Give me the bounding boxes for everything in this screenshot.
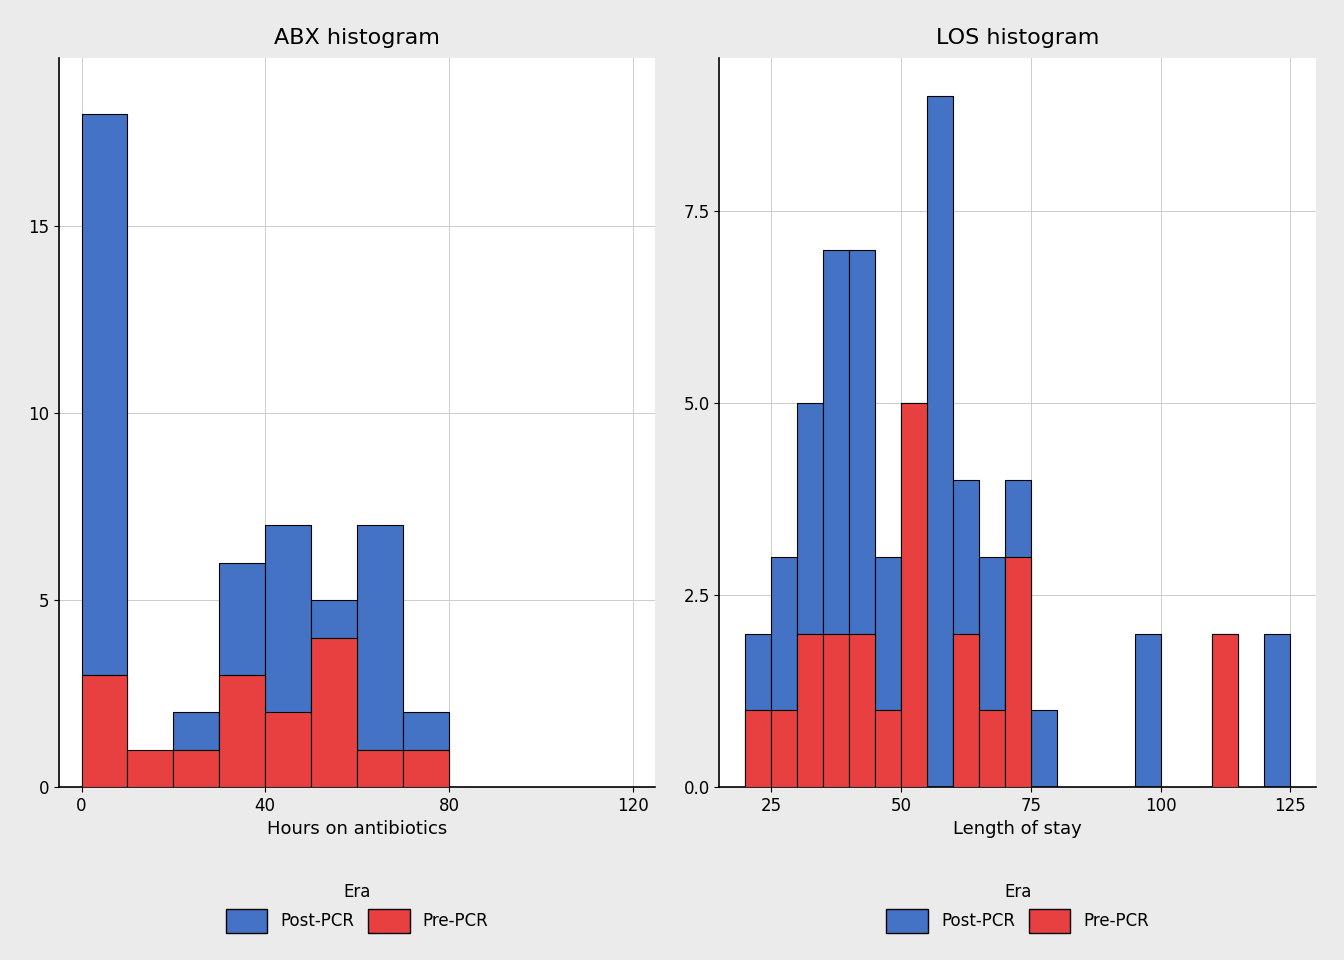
Bar bbox=[771, 557, 797, 787]
Bar bbox=[875, 710, 900, 787]
Bar bbox=[900, 403, 927, 787]
Bar bbox=[82, 675, 128, 787]
Bar bbox=[265, 525, 312, 787]
Bar bbox=[797, 403, 823, 787]
Bar bbox=[265, 712, 312, 787]
Bar bbox=[823, 634, 849, 787]
Bar bbox=[1005, 557, 1031, 787]
Bar bbox=[849, 250, 875, 787]
Bar bbox=[978, 557, 1005, 787]
Bar bbox=[849, 634, 875, 787]
Bar bbox=[1212, 634, 1238, 787]
Bar bbox=[1134, 634, 1160, 787]
Bar bbox=[1212, 634, 1238, 787]
Bar bbox=[746, 710, 771, 787]
X-axis label: Hours on antibiotics: Hours on antibiotics bbox=[267, 821, 448, 838]
Bar bbox=[219, 675, 265, 787]
Bar bbox=[403, 712, 449, 787]
Bar bbox=[358, 750, 403, 787]
Bar bbox=[953, 480, 978, 787]
Bar bbox=[358, 525, 403, 787]
Bar bbox=[1031, 710, 1056, 787]
Bar bbox=[875, 557, 900, 787]
X-axis label: Length of stay: Length of stay bbox=[953, 821, 1082, 838]
Title: LOS histogram: LOS histogram bbox=[937, 28, 1099, 48]
Bar bbox=[823, 250, 849, 787]
Bar bbox=[128, 750, 173, 787]
Bar bbox=[219, 563, 265, 787]
Bar bbox=[403, 750, 449, 787]
Bar bbox=[797, 634, 823, 787]
Bar bbox=[173, 712, 219, 787]
Bar bbox=[927, 96, 953, 787]
Title: ABX histogram: ABX histogram bbox=[274, 28, 439, 48]
Bar bbox=[771, 710, 797, 787]
Bar bbox=[746, 634, 771, 787]
Bar bbox=[978, 710, 1005, 787]
Bar bbox=[312, 600, 358, 787]
Bar bbox=[312, 637, 358, 787]
Bar bbox=[173, 750, 219, 787]
Bar bbox=[953, 634, 978, 787]
Bar bbox=[900, 403, 927, 787]
Bar bbox=[82, 114, 128, 787]
Bar bbox=[1265, 634, 1290, 787]
Bar bbox=[1005, 480, 1031, 787]
Legend: Post-PCR, Pre-PCR: Post-PCR, Pre-PCR bbox=[879, 876, 1156, 940]
Legend: Post-PCR, Pre-PCR: Post-PCR, Pre-PCR bbox=[219, 876, 495, 940]
